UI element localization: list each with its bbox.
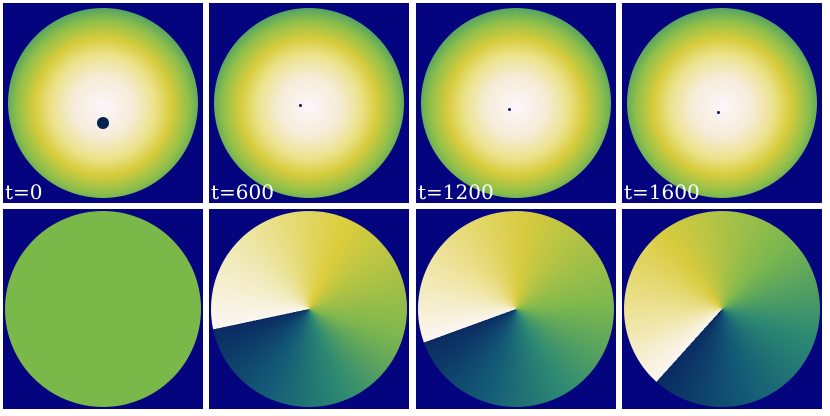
vortex-core bbox=[299, 104, 302, 107]
phase-panel bbox=[416, 209, 616, 409]
phase-panel bbox=[209, 209, 409, 409]
phase-panel bbox=[622, 209, 822, 409]
phase-field bbox=[211, 211, 407, 407]
amplitude-panel: t=600 bbox=[209, 3, 409, 203]
phase-field bbox=[418, 211, 614, 407]
vortex-core bbox=[97, 117, 109, 129]
amplitude-field bbox=[214, 8, 404, 198]
amplitude-field bbox=[8, 8, 198, 198]
amplitude-field bbox=[421, 8, 611, 198]
vortex-core bbox=[717, 111, 720, 114]
amplitude-panel: t=1200 bbox=[416, 3, 616, 203]
phase-field bbox=[624, 211, 820, 407]
amplitude-panel: t=0 bbox=[3, 3, 203, 203]
phase-panel bbox=[3, 209, 203, 409]
time-label: t=0 bbox=[5, 180, 43, 203]
amplitude-panel: t=1600 bbox=[622, 3, 822, 203]
time-label: t=1200 bbox=[418, 180, 494, 203]
amplitude-field bbox=[627, 8, 817, 198]
time-label: t=600 bbox=[211, 180, 274, 203]
vortex-core bbox=[508, 108, 511, 111]
phase-field bbox=[5, 211, 201, 407]
time-label: t=1600 bbox=[624, 180, 700, 203]
